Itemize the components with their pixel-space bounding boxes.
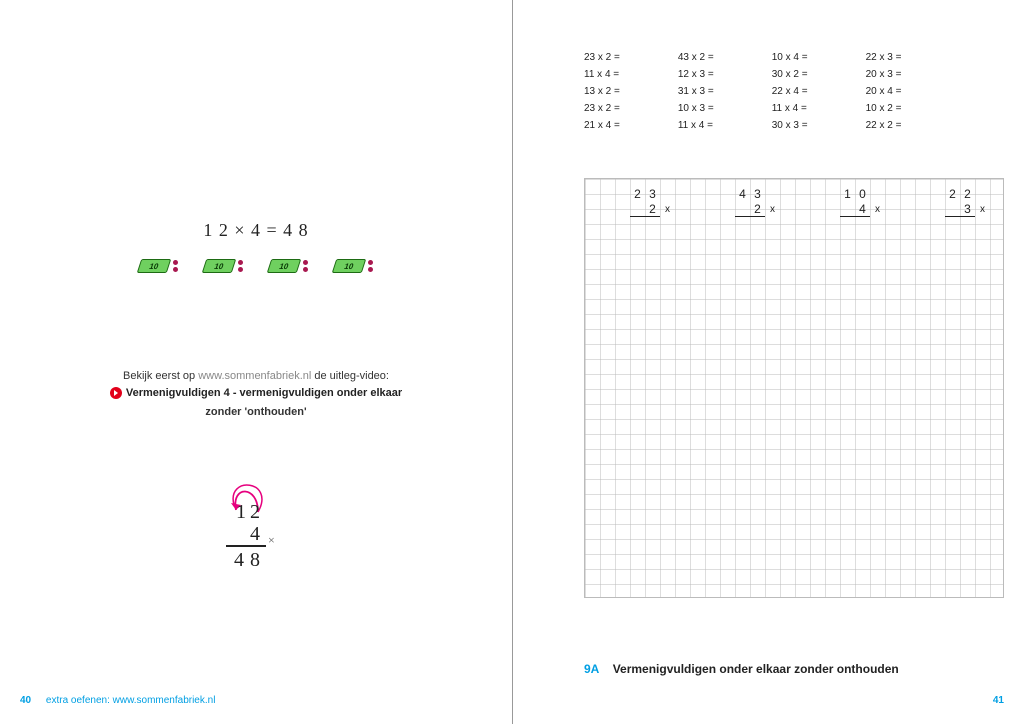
video-intro-pre: Bekijk eerst op bbox=[123, 370, 198, 382]
video-title-2: zonder 'onthouden' bbox=[0, 404, 512, 421]
ones-dots bbox=[368, 260, 373, 272]
problem-item: 30 x 2 = bbox=[772, 69, 808, 80]
problem-item: 10 x 2 = bbox=[866, 103, 902, 114]
footer-text: extra oefenen: www.sommenfabriek.nl bbox=[46, 695, 216, 706]
block-unit: 10 bbox=[139, 259, 178, 273]
problem-item: 31 x 3 = bbox=[678, 86, 714, 97]
problem-item: 10 x 4 = bbox=[772, 52, 808, 63]
problem-item: 10 x 3 = bbox=[678, 103, 714, 114]
ten-block: 10 bbox=[137, 259, 172, 273]
block-unit: 10 bbox=[269, 259, 308, 273]
page-divider bbox=[512, 0, 513, 724]
chapter-heading: 9A Vermenigvuldigen onder elkaar zonder … bbox=[584, 662, 899, 676]
play-icon bbox=[110, 387, 122, 399]
problem-col-1: 23 x 2 = 11 x 4 = 13 x 2 = 23 x 2 = 21 x… bbox=[584, 52, 620, 131]
problem-col-3: 10 x 4 = 30 x 2 = 22 x 4 = 11 x 4 = 30 x… bbox=[772, 52, 808, 131]
right-page: 23 x 2 = 11 x 4 = 13 x 2 = 23 x 2 = 21 x… bbox=[512, 0, 1024, 724]
grid-sum: 432x bbox=[735, 187, 765, 232]
left-page: 1 2 × 4 = 4 8 10 10 10 10 Bekijk eerst o… bbox=[0, 0, 512, 724]
video-intro-post: de uitleg-video: bbox=[311, 370, 389, 382]
chapter-title-text: Vermenigvuldigen onder elkaar zonder ont… bbox=[613, 662, 899, 676]
svg-text:4: 4 bbox=[234, 549, 244, 571]
problem-item: 23 x 2 = bbox=[584, 52, 620, 63]
ones-dots bbox=[238, 260, 243, 272]
problem-item: 12 x 3 = bbox=[678, 69, 714, 80]
page-number-left: 40 bbox=[20, 695, 31, 706]
counting-blocks-row: 10 10 10 10 bbox=[0, 259, 512, 273]
block-unit: 10 bbox=[334, 259, 373, 273]
ones-dots bbox=[173, 260, 178, 272]
problem-item: 20 x 3 = bbox=[866, 69, 902, 80]
left-illustration: 1 2 × 4 = 4 8 10 10 10 10 bbox=[0, 220, 512, 273]
vertical-sum-svg: 1 2 4 × 4 8 bbox=[196, 470, 316, 590]
problem-item: 11 x 4 = bbox=[678, 120, 714, 131]
problem-item: 21 x 4 = bbox=[584, 120, 620, 131]
problem-item: 11 x 4 = bbox=[772, 103, 808, 114]
chapter-code: 9A bbox=[584, 662, 599, 676]
page-number-right: 41 bbox=[993, 695, 1004, 706]
problem-col-4: 22 x 3 = 20 x 3 = 20 x 4 = 10 x 2 = 22 x… bbox=[866, 52, 902, 131]
svg-text:2: 2 bbox=[250, 501, 260, 523]
svg-text:8: 8 bbox=[250, 549, 260, 571]
ones-dots bbox=[303, 260, 308, 272]
block-unit: 10 bbox=[204, 259, 243, 273]
problem-item: 43 x 2 = bbox=[678, 52, 714, 63]
problem-item: 22 x 4 = bbox=[772, 86, 808, 97]
video-url: www.sommenfabriek.nl bbox=[198, 370, 311, 382]
problem-columns: 23 x 2 = 11 x 4 = 13 x 2 = 23 x 2 = 21 x… bbox=[584, 52, 994, 131]
calculation-grid: 232x 432x 104x 223x bbox=[584, 178, 1004, 598]
problem-item: 23 x 2 = bbox=[584, 103, 620, 114]
svg-text:×: × bbox=[268, 533, 275, 547]
grid-sum: 232x bbox=[630, 187, 660, 232]
problem-item: 22 x 3 = bbox=[866, 52, 902, 63]
problem-item: 20 x 4 = bbox=[866, 86, 902, 97]
problem-col-2: 43 x 2 = 12 x 3 = 31 x 3 = 10 x 3 = 11 x… bbox=[678, 52, 714, 131]
vertical-multiplication: 1 2 4 × 4 8 bbox=[196, 470, 316, 595]
problem-item: 22 x 2 = bbox=[866, 120, 902, 131]
video-instruction: Bekijk eerst op www.sommenfabriek.nl de … bbox=[0, 368, 512, 421]
left-footer: 40 extra oefenen: www.sommenfabriek.nl bbox=[20, 695, 215, 706]
problem-item: 30 x 3 = bbox=[772, 120, 808, 131]
page-spread: 1 2 × 4 = 4 8 10 10 10 10 Bekijk eerst o… bbox=[0, 0, 1024, 724]
video-title-line: Vermenigvuldigen 4 - vermenigvuldigen on… bbox=[110, 385, 402, 402]
video-intro-line: Bekijk eerst op www.sommenfabriek.nl de … bbox=[0, 368, 512, 385]
video-title-1: Vermenigvuldigen 4 - vermenigvuldigen on… bbox=[126, 385, 402, 402]
ten-block: 10 bbox=[332, 259, 367, 273]
ten-block: 10 bbox=[267, 259, 302, 273]
problem-list: 23 x 2 = 11 x 4 = 13 x 2 = 23 x 2 = 21 x… bbox=[584, 52, 994, 131]
grid-sum: 104x bbox=[840, 187, 870, 232]
svg-text:1: 1 bbox=[236, 501, 246, 523]
problem-item: 11 x 4 = bbox=[584, 69, 620, 80]
problem-item: 13 x 2 = bbox=[584, 86, 620, 97]
grid-sum: 223x bbox=[945, 187, 975, 232]
handwritten-equation: 1 2 × 4 = 4 8 bbox=[0, 220, 512, 241]
svg-text:4: 4 bbox=[250, 523, 260, 545]
ten-block: 10 bbox=[202, 259, 237, 273]
